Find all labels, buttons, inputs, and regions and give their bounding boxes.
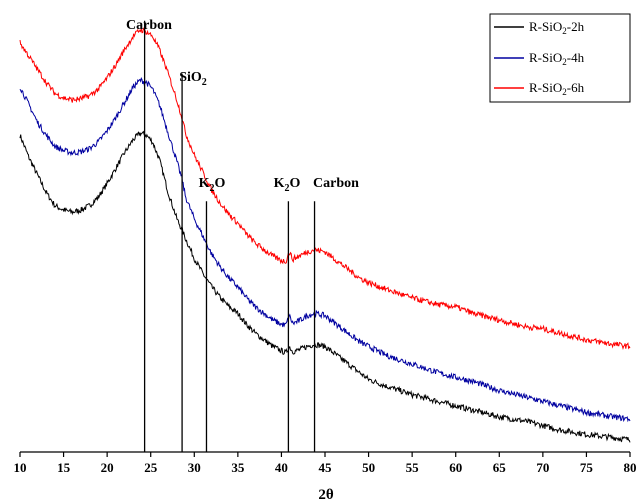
reference-lines — [143, 20, 316, 452]
x-tick-label-65: 65 — [493, 460, 507, 475]
x-tick-label-75: 75 — [580, 460, 594, 475]
x-tick-label-10: 10 — [14, 460, 27, 475]
legend-label-2h: R-SiO2-2h — [529, 19, 585, 36]
annotation-sio2: SiO2 — [179, 70, 207, 88]
x-tick-label-40: 40 — [275, 460, 288, 475]
x-tick-label-80: 80 — [624, 460, 637, 475]
x-tick-label-55: 55 — [406, 460, 420, 475]
x-tick-label-70: 70 — [536, 460, 549, 475]
x-tick-label-50: 50 — [362, 460, 375, 475]
annotation-k2o-1: K2O — [199, 176, 226, 194]
x-tick-label-60: 60 — [449, 460, 462, 475]
series-layer — [19, 27, 631, 443]
x-tick-label-25: 25 — [144, 460, 158, 475]
series-line-2h — [19, 130, 631, 443]
legend-label-4h: R-SiO2-4h — [529, 50, 585, 67]
legend: R-SiO2-2h R-SiO2-4h R-SiO2-6h — [489, 13, 631, 103]
series-line-4h — [19, 76, 631, 423]
annotation-k2o-2: K2O — [274, 176, 301, 194]
x-axis-title: 2θ — [318, 487, 334, 503]
x-tick-label-35: 35 — [231, 460, 245, 475]
x-tick-label-20: 20 — [101, 460, 114, 475]
x-tick-label-45: 45 — [319, 460, 333, 475]
legend-label-6h: R-SiO2-6h — [529, 80, 585, 97]
series-line-6h — [19, 27, 631, 350]
x-tick-label-30: 30 — [188, 460, 201, 475]
peak-annotations: Carbon SiO2 K2O K2O Carbon — [126, 18, 359, 194]
x-tick-label-15: 15 — [57, 460, 71, 475]
x-axis-ticks: 10 15 20 25 30 35 40 45 50 55 60 65 70 75 80 — [14, 452, 637, 475]
annotation-carbon-2: Carbon — [313, 176, 359, 191]
annotation-carbon-1: Carbon — [126, 18, 172, 33]
